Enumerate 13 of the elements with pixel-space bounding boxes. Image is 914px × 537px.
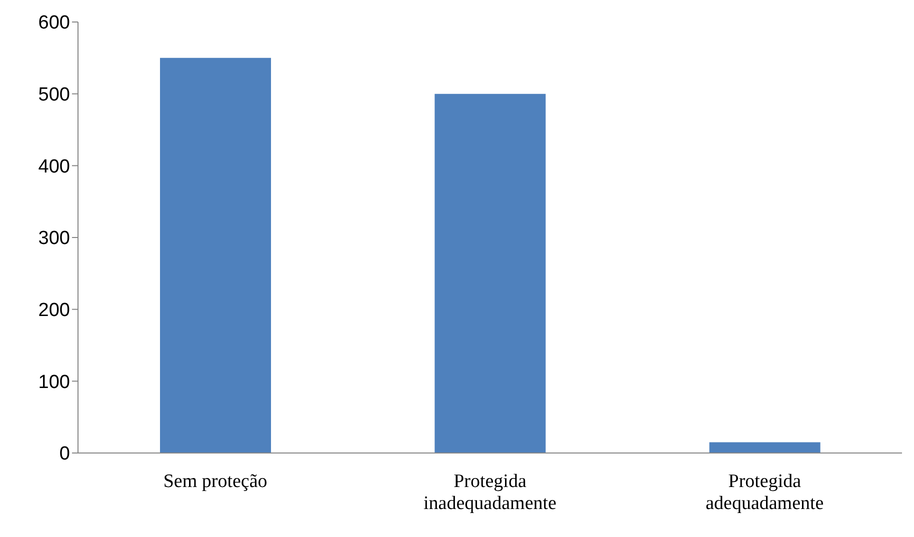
y-tick-label: 600: [38, 12, 70, 34]
y-tick-label: 200: [38, 300, 70, 322]
x-tick-label: Protegida adequadamente: [706, 471, 824, 514]
y-tick-label: 0: [59, 444, 70, 465]
bar: [160, 58, 271, 453]
x-tick-label: Sem proteção: [163, 471, 268, 492]
y-tick-label: 300: [38, 228, 70, 250]
bar: [709, 442, 820, 453]
y-tick-label: 500: [38, 84, 70, 106]
y-tick-label: 400: [38, 156, 70, 178]
x-tick-label: Protegida inadequadamente: [424, 471, 556, 514]
y-tick-label: 100: [38, 372, 70, 393]
bar: [434, 94, 546, 453]
